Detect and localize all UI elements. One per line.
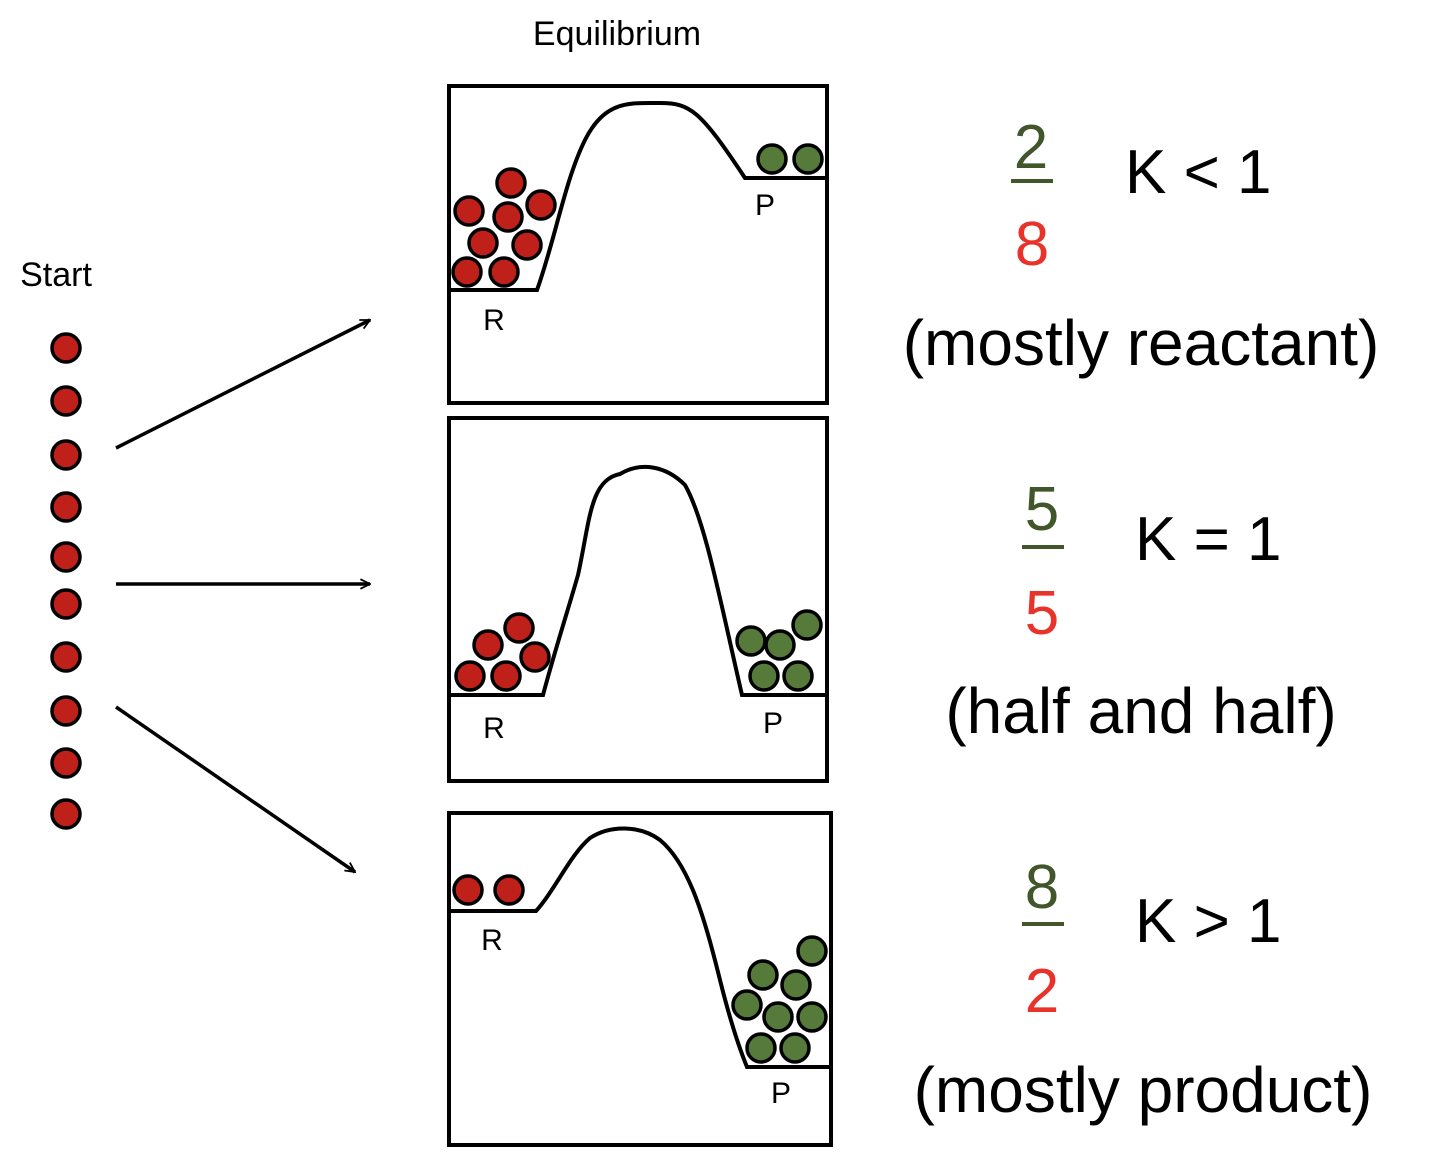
equilibrium-description: (mostly product) — [914, 1054, 1373, 1126]
reactant-molecule — [492, 201, 524, 233]
start-molecule — [50, 439, 82, 471]
ratio-numerator: 2 — [1014, 113, 1048, 182]
start-molecule — [50, 385, 82, 417]
product-molecules — [731, 935, 828, 1064]
reactant-molecules — [452, 874, 525, 906]
product-label: P — [763, 707, 783, 740]
panel-frame — [447, 416, 829, 783]
reactant-molecule — [493, 874, 525, 906]
product-molecule — [792, 143, 824, 175]
panel-frame — [447, 84, 829, 405]
panel-mostly-product: R P — [447, 811, 833, 1147]
product-molecule — [735, 625, 767, 657]
product-molecule — [782, 660, 814, 692]
reactant-molecule — [454, 660, 486, 692]
arrow-to-panel-1 — [115, 318, 370, 450]
ratio-panel-1: 2 8 K < 1 (mostly reactant) — [903, 113, 1380, 379]
start-molecules — [50, 332, 82, 830]
product-molecule — [779, 1032, 811, 1064]
k-value: K > 1 — [1135, 887, 1282, 956]
ratio-denominator: 5 — [1025, 579, 1059, 648]
energy-curve — [449, 100, 827, 292]
product-molecule — [748, 660, 780, 692]
ratio-numerator: 8 — [1025, 853, 1059, 922]
start-molecule — [50, 641, 82, 673]
start-label: Start — [20, 256, 92, 294]
product-molecule — [796, 935, 828, 967]
panel-mostly-reactant: R P — [447, 84, 829, 405]
product-molecules — [756, 143, 824, 175]
reactant-molecule — [519, 641, 551, 673]
start-molecule — [50, 332, 82, 364]
product-label: P — [771, 1077, 791, 1110]
reactant-molecule — [452, 874, 484, 906]
reactant-label: R — [483, 304, 505, 337]
reactant-molecule — [451, 256, 483, 288]
product-molecule — [762, 1001, 794, 1033]
panel-half-and-half: R P — [447, 416, 829, 783]
reactant-molecule — [495, 167, 527, 199]
reactant-molecule — [453, 195, 485, 227]
reactant-molecules — [451, 167, 557, 288]
reactant-molecule — [488, 256, 520, 288]
k-value: K = 1 — [1135, 505, 1282, 574]
start-molecule — [50, 491, 82, 523]
reactant-molecule — [503, 612, 535, 644]
k-value: K < 1 — [1125, 138, 1272, 207]
start-molecule — [50, 588, 82, 620]
reactant-molecule — [525, 189, 557, 221]
reactant-molecule — [511, 229, 543, 261]
reactant-label: R — [481, 924, 503, 957]
product-molecule — [796, 1001, 828, 1033]
reactant-molecule — [472, 629, 504, 661]
product-molecule — [764, 629, 796, 661]
start-molecule — [50, 695, 82, 727]
start-molecule — [50, 747, 82, 779]
ratio-denominator: 2 — [1025, 957, 1059, 1026]
ratio-panel-2: 5 5 K = 1 (half and half) — [945, 475, 1336, 747]
start-molecule — [50, 541, 82, 573]
ratio-denominator: 8 — [1015, 210, 1049, 279]
product-molecule — [756, 143, 788, 175]
ratio-panel-3: 8 2 K > 1 (mostly product) — [914, 853, 1373, 1126]
product-molecule — [731, 989, 763, 1021]
product-molecule — [747, 959, 779, 991]
equilibrium-description: (mostly reactant) — [903, 307, 1380, 379]
product-molecules — [735, 609, 823, 692]
reactant-label: R — [483, 712, 505, 745]
product-molecule — [791, 609, 823, 641]
product-molecule — [780, 969, 812, 1001]
product-molecule — [745, 1032, 777, 1064]
energy-curve — [449, 465, 827, 697]
equilibrium-description: (half and half) — [945, 675, 1336, 747]
reactant-molecule — [467, 227, 499, 259]
energy-curve — [449, 826, 831, 1069]
product-label: P — [755, 189, 775, 222]
start-molecule — [50, 798, 82, 830]
arrow-to-panel-3 — [115, 705, 355, 874]
panel-frame — [447, 811, 833, 1147]
reactant-molecule — [490, 660, 522, 692]
ratio-numerator: 5 — [1025, 475, 1059, 544]
equilibrium-label: Equilibrium — [533, 15, 701, 53]
reactant-molecules — [454, 612, 551, 692]
